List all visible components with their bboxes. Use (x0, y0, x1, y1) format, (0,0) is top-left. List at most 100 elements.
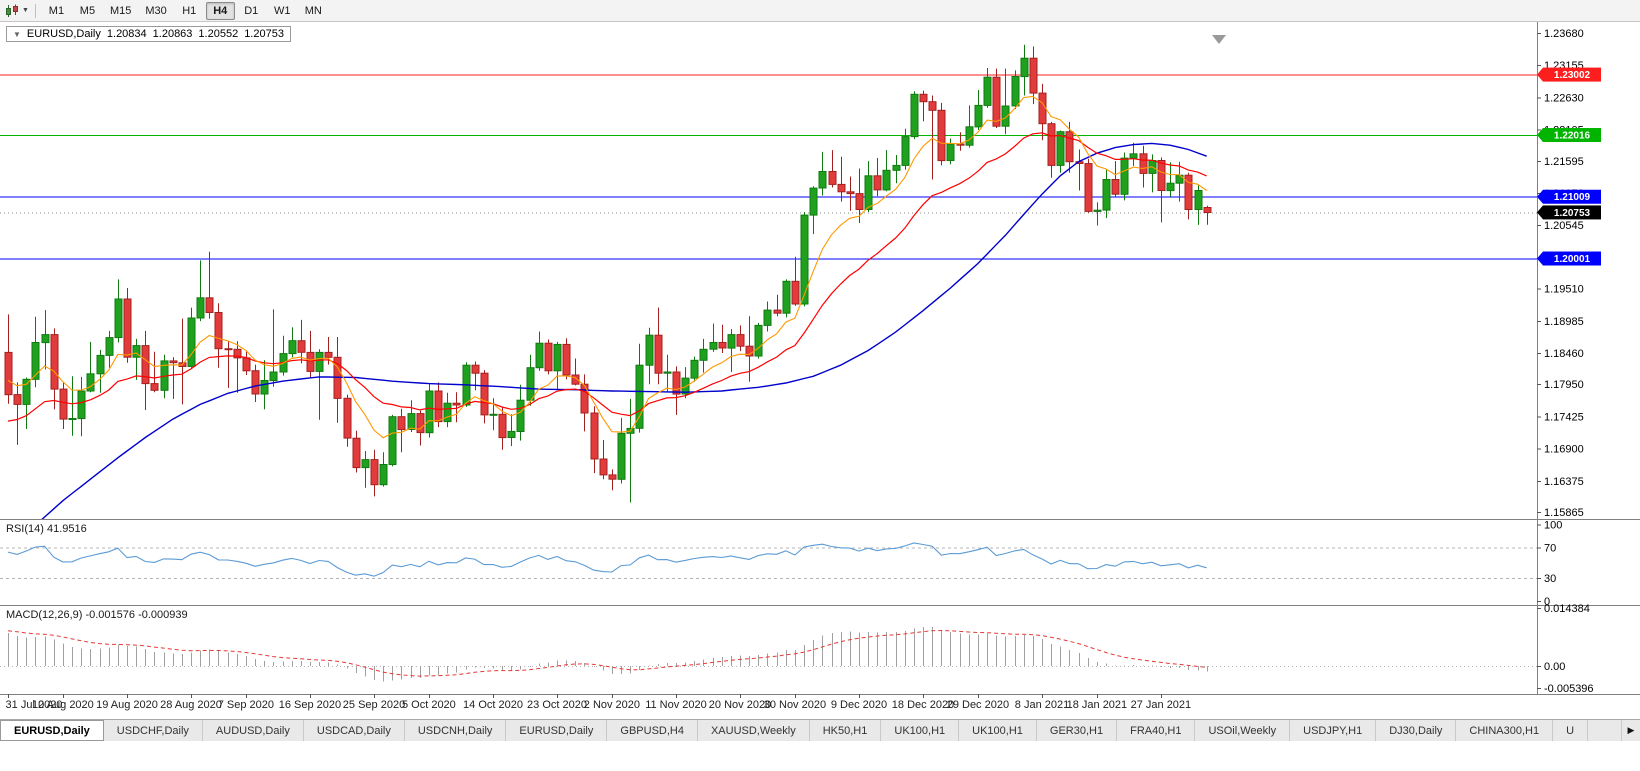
ohlc-high-value: 1.20863 (152, 28, 193, 40)
dropdown-caret-icon[interactable]: ▼ (22, 7, 29, 14)
chart-tab-uk100-h1[interactable]: UK100,H1 (959, 720, 1037, 741)
svg-text:0.00: 0.00 (1544, 661, 1565, 673)
svg-text:1.19510: 1.19510 (1544, 284, 1584, 296)
chart-tab-dj30-daily[interactable]: DJ30,Daily (1376, 720, 1457, 741)
timeframe-button-h1[interactable]: H1 (182, 4, 197, 17)
ma-mid-line (7, 132, 1207, 422)
svg-text:25 Sep 2020: 25 Sep 2020 (343, 699, 405, 711)
timeframe-button-d1[interactable]: D1 (244, 4, 259, 17)
chart-tab-uk100-h1[interactable]: UK100,H1 (881, 720, 960, 741)
price-level-tag: 1.22016 (1537, 128, 1601, 143)
macd-histogram (8, 626, 1208, 682)
rsi-line (7, 542, 1207, 577)
svg-text:1.23155: 1.23155 (1544, 60, 1584, 72)
timeframe-toolbar: ▼ M1 M5 M15 M30 H1 H4 D1 W1 MN (0, 0, 1640, 22)
svg-text:19 Aug 2020: 19 Aug 2020 (96, 699, 158, 711)
svg-text:1.18460: 1.18460 (1544, 348, 1584, 360)
svg-text:1.15865: 1.15865 (1544, 507, 1584, 519)
svg-text:100: 100 (1544, 520, 1562, 532)
svg-text:18 Dec 2020: 18 Dec 2020 (892, 699, 954, 711)
svg-text:1.23680: 1.23680 (1544, 28, 1584, 40)
svg-text:0: 0 (1544, 596, 1550, 608)
svg-text:1.22630: 1.22630 (1544, 92, 1584, 104)
chart-tabs-bar: EURUSD,Daily USDCHF,Daily AUDUSD,Daily USDC… (0, 719, 1640, 741)
price-chart-svg[interactable]: 1.236801.231551.226301.221051.215951.210… (0, 22, 1640, 715)
price-level-tag: 1.21009 (1537, 189, 1601, 204)
svg-text:11 Nov 2020: 11 Nov 2020 (645, 699, 707, 711)
chart-tab-usdcnh-daily[interactable]: USDCNH,Daily (404, 720, 507, 741)
timeframe-button-m30[interactable]: M30 (145, 4, 167, 17)
price-level-tag: 1.20001 (1537, 251, 1601, 266)
svg-text:1.22016: 1.22016 (1554, 131, 1591, 142)
ohlc-low-value: 1.20552 (198, 28, 239, 40)
svg-text:18 Jan 2021: 18 Jan 2021 (1067, 699, 1128, 711)
chart-info-box: ▼ EURUSD,Daily 1.20834 1.20863 1.20552 1… (6, 26, 291, 42)
svg-text:1.17950: 1.17950 (1544, 379, 1584, 391)
svg-text:10 Aug 2020: 10 Aug 2020 (32, 699, 94, 711)
svg-text:1.23002: 1.23002 (1554, 70, 1591, 81)
chart-symbol-label: EURUSD,Daily (26, 28, 101, 40)
collapse-arrow-icon[interactable]: ▼ (13, 29, 21, 39)
chart-tab-audusd-daily[interactable]: AUDUSD,Daily (202, 720, 304, 741)
ma-slow-line (41, 142, 1207, 519)
ohlc-open-value: 1.20834 (106, 28, 147, 40)
svg-text:23 Oct 2020: 23 Oct 2020 (527, 699, 587, 711)
chart-tab-eurusd-daily[interactable]: EURUSD,Daily (506, 720, 608, 741)
chart-tabs: EURUSD,Daily USDCHF,Daily AUDUSD,Daily USDC… (0, 720, 1621, 741)
timeframe-button-mn[interactable]: MN (304, 4, 322, 17)
chart-tab-usoil-weekly[interactable]: USOil,Weekly (1195, 720, 1291, 741)
svg-text:-0.005396: -0.005396 (1544, 683, 1594, 695)
chart-tab-usdchf-daily[interactable]: USDCHF,Daily (103, 720, 203, 741)
timeframe-button-h4[interactable]: H4 (205, 1, 235, 20)
svg-text:1.21009: 1.21009 (1554, 192, 1591, 203)
svg-text:1.17425: 1.17425 (1544, 411, 1584, 423)
svg-text:30 Nov 2020: 30 Nov 2020 (764, 699, 826, 711)
timeframe-button-m15[interactable]: M15 (109, 4, 132, 17)
chart-tab-hk50-h1[interactable]: HK50,H1 (809, 720, 882, 741)
svg-text:5 Oct 2020: 5 Oct 2020 (402, 699, 456, 711)
macd-indicator-label: MACD(12,26,9) -0.001576 -0.000939 (6, 609, 188, 621)
svg-text:0.014384: 0.014384 (1544, 603, 1590, 615)
chart-area[interactable]: 1.236801.231551.226301.221051.215951.210… (0, 22, 1640, 715)
svg-text:2 Nov 2020: 2 Nov 2020 (584, 699, 640, 711)
toolbar-separator (34, 3, 36, 18)
chart-tab-usdcad-daily[interactable]: USDCAD,Daily (303, 720, 405, 741)
rsi-panel[interactable] (0, 542, 1537, 580)
chart-tab-china300-h1[interactable]: CHINA300,H1 (1456, 720, 1554, 741)
svg-text:1.16900: 1.16900 (1544, 444, 1584, 456)
timeframe-buttons-group: M1 M5 M15 M30 H1 H4 D1 W1 MN (41, 1, 329, 20)
svg-text:28 Aug 2020: 28 Aug 2020 (160, 699, 222, 711)
chart-tab-fra40-h1[interactable]: FRA40,H1 (1117, 720, 1196, 741)
ohlc-close-value: 1.20753 (244, 28, 284, 40)
price-level-tag: 1.23002 (1537, 67, 1601, 82)
chart-periods-icon[interactable] (3, 3, 21, 19)
svg-text:14 Oct 2020: 14 Oct 2020 (463, 699, 523, 711)
svg-text:70: 70 (1544, 543, 1556, 555)
timeframe-button-w1[interactable]: W1 (274, 4, 291, 17)
chart-shift-marker-icon[interactable] (1212, 35, 1226, 44)
svg-text:16 Sep 2020: 16 Sep 2020 (279, 699, 341, 711)
svg-text:20 Nov 2020: 20 Nov 2020 (709, 699, 771, 711)
chart-tab-xauusd-weekly[interactable]: XAUUSD,Weekly (697, 720, 810, 741)
svg-text:1.21595: 1.21595 (1544, 156, 1584, 168)
ma-fast-line (7, 95, 1208, 439)
svg-text:9 Dec 2020: 9 Dec 2020 (831, 699, 887, 711)
rsi-indicator-label: RSI(14) 41.9516 (6, 523, 87, 535)
svg-text:1.18985: 1.18985 (1544, 316, 1584, 328)
tab-scroll-right-button[interactable]: ▶ (1621, 720, 1640, 741)
chart-tab-usdjpy-h1[interactable]: USDJPY,H1 (1290, 720, 1377, 741)
chart-tab-u[interactable]: U (1553, 720, 1589, 741)
svg-text:29 Dec 2020: 29 Dec 2020 (947, 699, 1009, 711)
macd-panel[interactable] (0, 626, 1537, 682)
current-price-tag: 1.20753 (1537, 205, 1601, 220)
chart-tab-ger30-h1[interactable]: GER30,H1 (1036, 720, 1118, 741)
timeframe-button-m1[interactable]: M1 (48, 4, 65, 17)
svg-text:1.20545: 1.20545 (1544, 220, 1584, 232)
timeframe-button-m5[interactable]: M5 (79, 4, 96, 17)
main-price-panel[interactable] (0, 44, 1537, 547)
chart-tab-gbpusd-h4[interactable]: GBPUSD,H4 (607, 720, 698, 741)
svg-text:8 Jan 2021: 8 Jan 2021 (1015, 699, 1069, 711)
chart-tab-eurusd-daily[interactable]: EURUSD,Daily (0, 720, 104, 741)
